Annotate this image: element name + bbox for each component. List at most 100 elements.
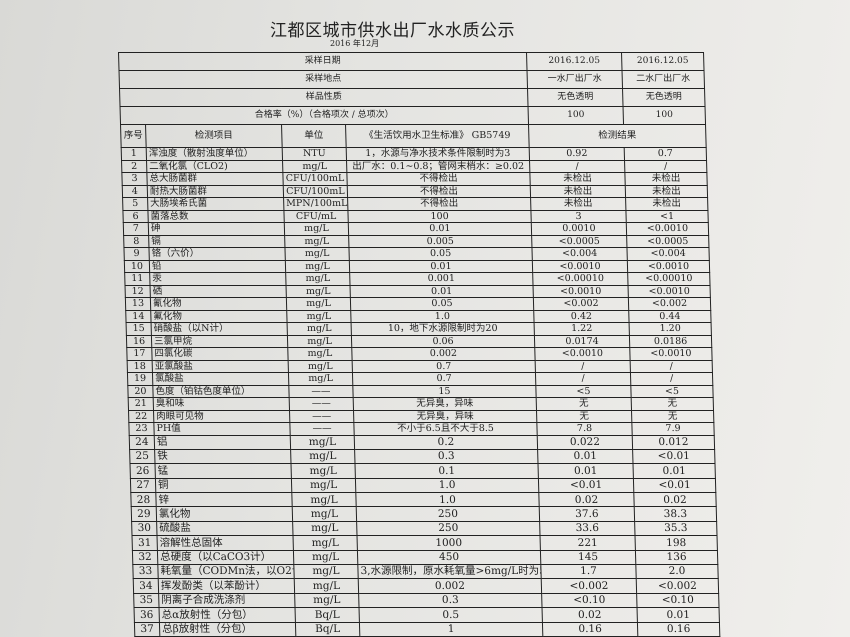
meta-label: 采样日期 xyxy=(118,52,528,71)
unit: mg/L xyxy=(290,435,355,450)
seq: 7 xyxy=(123,222,149,235)
meta-row-pass-rate: 合格率（%）（合格项次 / 总项次） 100 100 xyxy=(120,106,706,125)
seq: 34 xyxy=(133,578,159,594)
unit: mg/L xyxy=(284,222,349,235)
item-name: 肉眼可见物 xyxy=(153,410,290,423)
unit: —— xyxy=(288,385,354,398)
plant1-result: 未检出 xyxy=(530,185,626,198)
table-row: 11 汞 mg/L 0.001 <0.00010 <0.00010 xyxy=(124,272,711,285)
seq: 14 xyxy=(125,310,152,323)
plant1-result: 0.02 xyxy=(538,492,635,507)
seq: 12 xyxy=(125,285,151,298)
item-name: 阴离子合成洗涤剂 xyxy=(158,593,296,608)
plant2-result: 无 xyxy=(631,410,714,423)
plant1-result: 221 xyxy=(540,535,636,551)
table-row: 14 氟化物 mg/L 1.0 0.42 0.44 xyxy=(125,310,712,323)
seq: 13 xyxy=(125,297,151,310)
unit: mg/L xyxy=(290,449,356,464)
item-name: 亚氯酸盐 xyxy=(152,360,289,373)
table-row: 5 大肠埃希氏菌 MPN/100mL 不得检出 未检出 未检出 xyxy=(122,197,708,210)
seq: 37 xyxy=(134,622,160,637)
item-name: 色度（铂钴色度单位） xyxy=(152,385,290,398)
standard: 1000 xyxy=(357,535,541,551)
table-row: 30 硫酸盐 mg/L 250 33.6 35.3 xyxy=(131,521,718,536)
table-row: 1 浑浊度（散射浊度单位） NTU 1，水源与净水技术条件限制时为3 0.92 0.7 xyxy=(121,147,707,160)
unit: mg/L xyxy=(291,463,356,479)
item-name: 总β放射性（分包） xyxy=(159,622,296,637)
column-header-row: 序号 检测项目 单位 《生活饮用水卫生标准》 GB5749 检测结果 xyxy=(120,124,707,148)
unit: mg/L xyxy=(282,160,347,173)
item-name: 锰 xyxy=(155,463,292,479)
table-row: 26 锰 mg/L 0.1 0.01 0.01 xyxy=(130,463,716,479)
item-name: 锌 xyxy=(155,492,293,507)
document-subtitle: 2016 年12月 xyxy=(330,39,380,48)
standard: 0.002 xyxy=(358,578,542,594)
table-row: 16 三氯甲烷 mg/L 0.06 0.0174 0.0186 xyxy=(126,335,712,348)
unit: mg/L xyxy=(293,564,359,579)
plant1-result: 0.0010 xyxy=(531,222,627,235)
item-name: 氯化物 xyxy=(156,506,293,522)
unit: mg/L xyxy=(287,322,352,335)
plant2-value: 2016.12.05 xyxy=(621,52,705,71)
seq: 30 xyxy=(131,521,158,536)
plant1-result: / xyxy=(535,372,631,385)
document-title: 江都区城市供水出厂水水质公示 xyxy=(270,21,515,41)
plant2-result: 0.01 xyxy=(637,607,720,623)
col-seq: 序号 xyxy=(120,124,147,148)
standard: 0.7 xyxy=(352,360,536,373)
standard: 0.05 xyxy=(350,297,534,310)
unit: mg/L xyxy=(293,535,358,551)
unit: mg/L xyxy=(284,247,350,260)
standard: 0.01 xyxy=(350,285,534,298)
plant1-result: 33.6 xyxy=(539,521,636,536)
item-name: 汞 xyxy=(149,272,287,285)
item-name: PH值 xyxy=(153,422,291,435)
seq: 19 xyxy=(127,372,153,385)
table-row: 19 氯酸盐 mg/L 0.7// xyxy=(127,372,713,385)
plant2-result: / xyxy=(630,372,713,385)
table-row: 33 耗氧量（CODMn法，以O2计） mg/L 3,水源限制，原水耗氧量>6mg/L… xyxy=(132,564,719,579)
table-row: 3 总大肠菌群 CFU/100mL 不得检出 未检出 未检出 xyxy=(121,172,708,185)
table-row: 13 氰化物 mg/L 0.05 <0.002 <0.002 xyxy=(125,297,711,310)
plant2-result: / xyxy=(624,160,707,173)
plant2-result: 7.9 xyxy=(631,422,715,435)
unit: mg/L xyxy=(286,297,351,310)
item-name: 硝酸盐（以N计） xyxy=(151,322,288,335)
plant2-result: <0.0010 xyxy=(627,260,710,273)
standard: 0.3 xyxy=(354,449,539,464)
plant2-result: <0.004 xyxy=(626,247,710,260)
plant1-result: 37.6 xyxy=(539,506,635,522)
standard: 0.01 xyxy=(349,260,533,273)
seq: 29 xyxy=(131,506,157,522)
unit: mg/L xyxy=(285,272,351,285)
standard: 100 xyxy=(347,210,532,223)
table-row: 8 镉 mg/L 0.005 <0.0005 <0.0005 xyxy=(123,235,709,248)
plant2-result: 136 xyxy=(635,550,718,565)
table-row: 35 阴离子合成洗涤剂 mg/L 0.3 <0.10 <0.10 xyxy=(133,593,720,608)
seq: 32 xyxy=(132,550,158,565)
item-name: 铜 xyxy=(155,478,292,493)
table-row: 36 总α放射性（分包） Bq/L 0.5 0.02 0.01 xyxy=(134,607,720,623)
plant1-result: 无 xyxy=(536,397,632,410)
standard: 不得检出 xyxy=(346,172,531,185)
seq: 5 xyxy=(122,197,148,210)
item-name: 挥发酚类（以苯酚计） xyxy=(158,578,295,594)
plant1-value: 一水厂出厂水 xyxy=(527,70,623,89)
plant1-result: 0.16 xyxy=(542,622,638,637)
plant1-result: <0.002 xyxy=(541,578,637,594)
plant1-result: / xyxy=(529,160,625,173)
standard: 无异臭，异味 xyxy=(353,397,537,410)
standard: 3,水源限制，原水耗氧量>6mg/L时为5 xyxy=(357,564,542,579)
unit: CFU/100mL xyxy=(282,172,348,185)
item-name: 硫酸盐 xyxy=(156,521,294,536)
plant2-result: 未检出 xyxy=(624,172,708,185)
unit: NTU xyxy=(282,147,347,160)
plant2-result: <0.01 xyxy=(632,449,716,464)
item-name: 总α放射性（分包） xyxy=(159,607,296,623)
plant2-result: <0.10 xyxy=(636,593,720,608)
plant1-result: <0.0010 xyxy=(534,347,631,360)
seq: 26 xyxy=(130,463,156,479)
plant2-result: <5 xyxy=(630,385,714,398)
table-row: 7 砷 mg/L 0.01 0.0010 <0.0010 xyxy=(123,222,709,235)
item-name: 氯酸盐 xyxy=(152,372,289,385)
